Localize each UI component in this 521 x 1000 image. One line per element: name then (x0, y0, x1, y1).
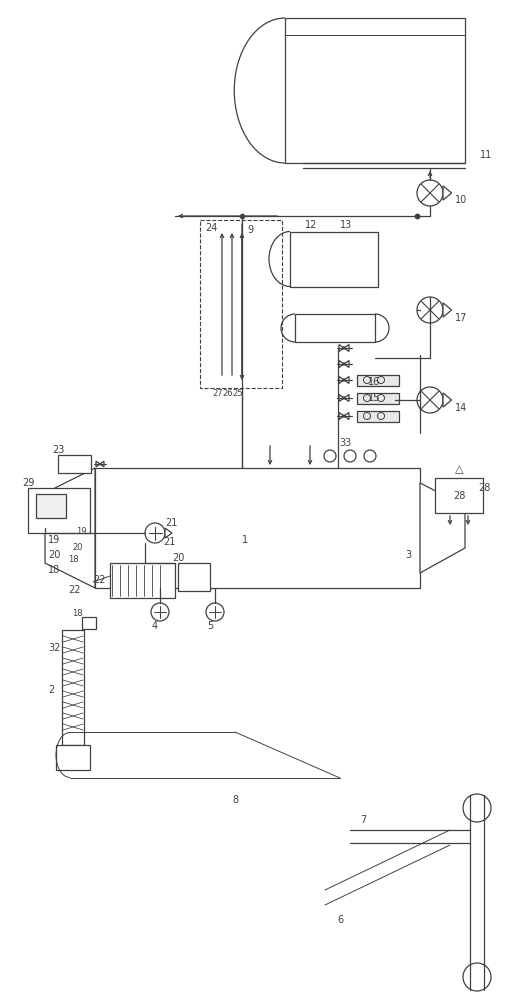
Text: 9: 9 (247, 225, 253, 235)
Circle shape (324, 450, 336, 462)
Circle shape (463, 963, 491, 991)
Circle shape (343, 415, 345, 417)
Circle shape (206, 603, 224, 621)
Text: 25: 25 (233, 388, 243, 397)
Text: 17: 17 (455, 313, 467, 323)
Text: 20: 20 (72, 544, 82, 552)
Circle shape (417, 387, 443, 413)
Text: 27: 27 (213, 388, 224, 397)
Bar (110, 563, 175, 598)
Bar (178, 563, 210, 591)
Polygon shape (339, 394, 349, 401)
Bar (357, 375, 399, 386)
Text: 21: 21 (163, 537, 176, 547)
Polygon shape (420, 483, 465, 573)
Polygon shape (45, 468, 95, 588)
Bar (28, 488, 90, 533)
Text: 18: 18 (48, 565, 60, 575)
Text: 19: 19 (76, 528, 86, 536)
Text: 29: 29 (22, 478, 34, 488)
Circle shape (364, 450, 376, 462)
Text: 33: 33 (339, 438, 351, 448)
Polygon shape (165, 528, 172, 538)
Text: 11: 11 (480, 150, 492, 160)
Text: 10: 10 (455, 195, 467, 205)
Polygon shape (339, 412, 349, 420)
Polygon shape (443, 186, 452, 200)
Text: 20: 20 (172, 553, 184, 563)
Text: 16: 16 (368, 377, 380, 387)
Polygon shape (339, 360, 349, 367)
Circle shape (343, 363, 345, 365)
Text: 15: 15 (368, 393, 380, 403)
Text: 32: 32 (48, 643, 60, 653)
Polygon shape (443, 393, 452, 407)
Circle shape (343, 347, 345, 349)
Circle shape (463, 794, 491, 822)
Text: 18: 18 (72, 609, 83, 618)
Circle shape (145, 523, 165, 543)
Text: 1: 1 (242, 535, 248, 545)
Bar (62, 630, 84, 745)
Text: 14: 14 (455, 403, 467, 413)
Bar (56, 745, 90, 770)
Circle shape (343, 379, 345, 381)
Text: 20: 20 (48, 550, 60, 560)
Text: 21: 21 (165, 518, 177, 528)
Text: 4: 4 (152, 621, 158, 631)
Circle shape (344, 450, 356, 462)
Polygon shape (96, 461, 104, 467)
Polygon shape (339, 344, 349, 352)
Text: 6: 6 (337, 915, 343, 925)
Bar (357, 393, 399, 404)
Text: 8: 8 (232, 795, 238, 805)
Text: 22: 22 (93, 575, 105, 585)
Text: 26: 26 (222, 388, 233, 397)
Text: 28: 28 (478, 483, 490, 493)
Text: 5: 5 (207, 621, 213, 631)
Text: 19: 19 (48, 535, 60, 545)
Text: △: △ (455, 464, 463, 474)
Polygon shape (443, 303, 452, 317)
Text: 23: 23 (52, 445, 65, 455)
Circle shape (151, 603, 169, 621)
Circle shape (99, 463, 101, 465)
Circle shape (343, 397, 345, 399)
Polygon shape (339, 376, 349, 383)
Text: 28: 28 (453, 491, 465, 501)
Circle shape (417, 180, 443, 206)
Circle shape (417, 297, 443, 323)
Text: 13: 13 (340, 220, 352, 230)
Bar (290, 232, 378, 287)
Bar (295, 314, 375, 342)
Text: 24: 24 (205, 223, 217, 233)
Bar (36, 494, 66, 518)
Bar (95, 468, 420, 588)
Bar (82, 617, 96, 629)
Text: 12: 12 (305, 220, 317, 230)
Bar (357, 411, 399, 422)
Text: 7: 7 (360, 815, 366, 825)
Text: 22: 22 (68, 585, 81, 595)
Bar (200, 220, 282, 388)
Text: 3: 3 (405, 550, 411, 560)
Text: 18: 18 (68, 556, 79, 564)
Text: 2: 2 (48, 685, 54, 695)
Bar (58, 455, 91, 473)
Bar (435, 478, 483, 513)
Bar (285, 18, 465, 163)
